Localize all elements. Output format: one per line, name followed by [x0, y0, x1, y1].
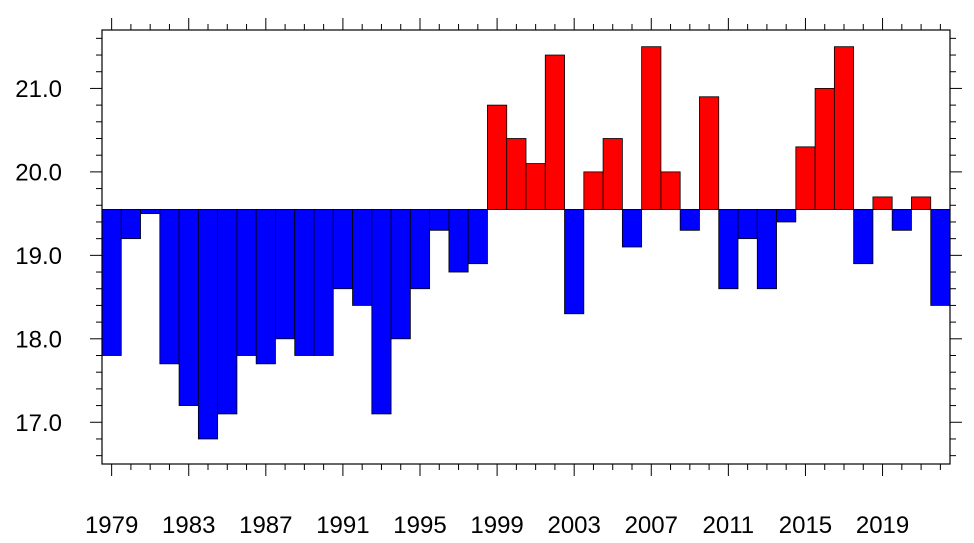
- bar-1990: [313, 209, 334, 356]
- y-tick-labels: 17.0 18.0 19.0 20.0 21.0: [15, 76, 62, 437]
- x-tick-label-1995: 1995: [393, 512, 446, 539]
- x-tick-label-2003: 2003: [547, 512, 600, 539]
- x-tick-label-2019: 2019: [856, 512, 909, 539]
- bar-2008: [660, 171, 681, 210]
- bar-1999: [487, 104, 508, 210]
- bar-1983: [178, 209, 199, 406]
- x-tick-label-2011: 2011: [703, 512, 755, 539]
- bar-1992: [352, 209, 373, 306]
- bar-2012: [737, 209, 758, 240]
- x-tick-label-2015: 2015: [779, 512, 832, 539]
- x-tick-labels: 1979 1983 1987 1991 1995 1999 2003 2007 2011 2015…: [85, 512, 909, 539]
- bar-1985: [217, 209, 238, 415]
- bar-2022: [930, 209, 951, 306]
- bar-1996: [429, 209, 450, 231]
- bar-1981: [140, 209, 161, 215]
- bar-1987: [255, 209, 276, 365]
- y-tick-label-21.0: 21.0: [15, 76, 62, 103]
- bar-2003: [564, 209, 585, 315]
- bar-2020: [891, 209, 912, 231]
- y-tick-label-19.0: 19.0: [15, 243, 62, 270]
- bar-2004: [583, 171, 604, 210]
- x-tick-label-1983: 1983: [162, 512, 215, 539]
- bar-2009: [679, 209, 700, 231]
- bar-1991: [332, 209, 353, 290]
- bar-2007: [641, 46, 662, 210]
- x-tick-label-1999: 1999: [470, 512, 523, 539]
- y-tick-label-17.0: 17.0: [15, 410, 62, 437]
- bar-2013: [756, 209, 777, 290]
- bar-2011: [718, 209, 739, 290]
- bar-1998: [467, 209, 488, 265]
- bar-1988: [275, 209, 296, 340]
- bar-1993: [371, 209, 392, 415]
- bar-2017: [833, 46, 855, 210]
- y-tick-label-18.0: 18.0: [15, 326, 62, 353]
- x-tick-label-1979: 1979: [85, 512, 138, 539]
- bar-1995: [409, 209, 431, 290]
- bar-2021: [911, 196, 932, 210]
- bar-1997: [448, 209, 469, 273]
- y-tick-label-20.0: 20.0: [15, 159, 62, 186]
- bars-group: [101, 46, 951, 440]
- bar-2002: [544, 54, 565, 210]
- x-tick-label-1987: 1987: [239, 512, 292, 539]
- bar-1994: [390, 209, 411, 340]
- bar-2001: [525, 163, 546, 210]
- bar-2000: [506, 138, 527, 210]
- bar-2016: [814, 88, 835, 210]
- bar-2005: [602, 138, 623, 210]
- plot-frame: [101, 29, 951, 465]
- bar-1984: [197, 209, 219, 440]
- bar-1986: [236, 209, 257, 356]
- bar-2019: [872, 196, 893, 210]
- bar-2006: [621, 209, 643, 248]
- x-tick-label-1991: 1991: [316, 512, 369, 539]
- bar-2014: [776, 209, 797, 223]
- bar-1982: [159, 209, 180, 365]
- bar-2018: [853, 209, 874, 265]
- bar-2010: [699, 96, 720, 210]
- bar-1979: [101, 209, 122, 356]
- ticks-group: [90, 18, 962, 476]
- bar-1989: [294, 209, 315, 356]
- bar-2015: [795, 146, 816, 210]
- bar-1980: [120, 209, 141, 240]
- x-tick-label-2007: 2007: [625, 512, 678, 539]
